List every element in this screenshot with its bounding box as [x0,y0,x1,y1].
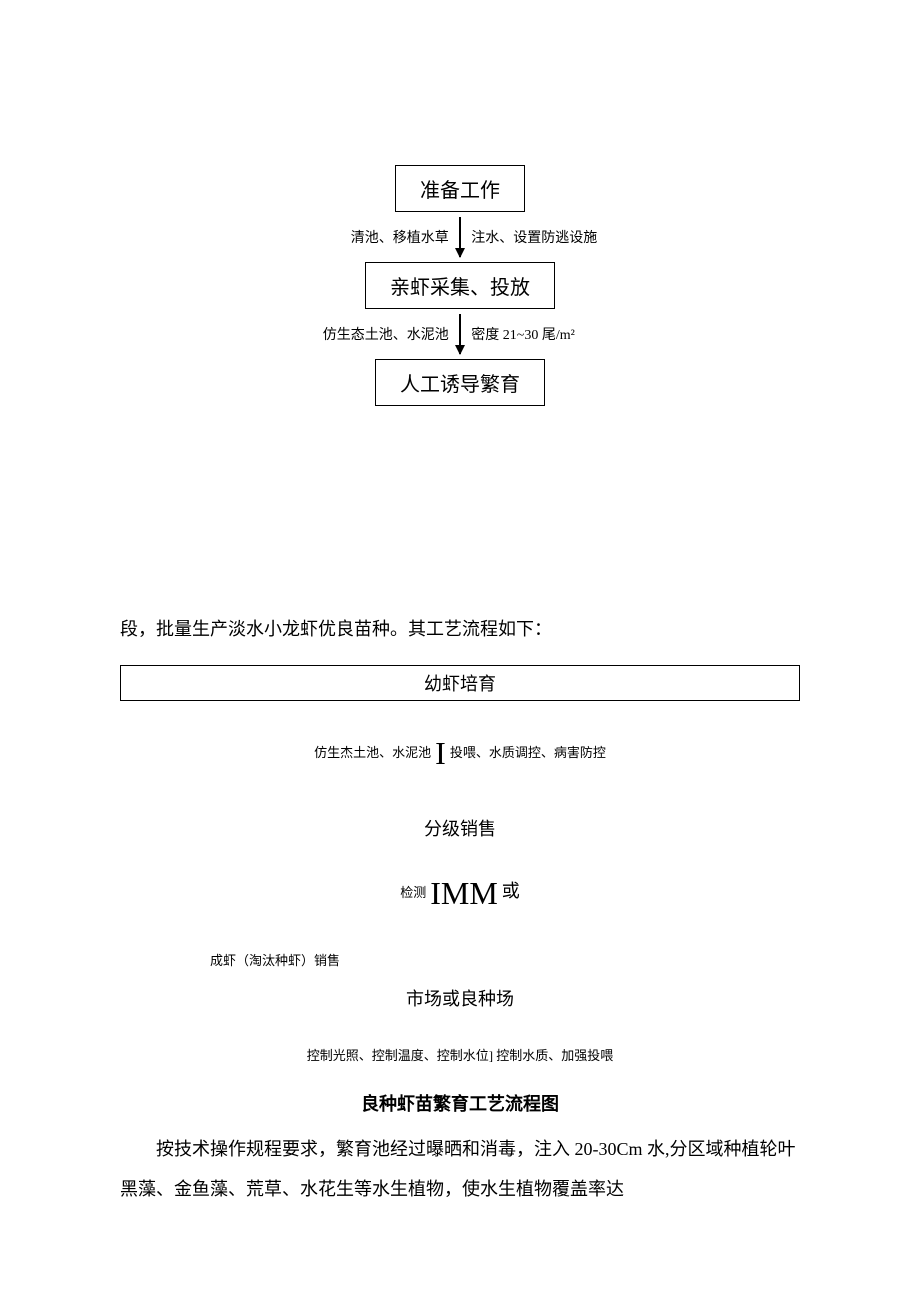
flow-box-collect: 亲虾采集、投放 [365,262,555,309]
flow-arrow-2: 仿生态土池、水泥池 密度 21~30 尾/m² [459,309,461,359]
flow-arrow-1: 清池、移植水草 注水、设置防逃设施 [459,212,461,262]
imm-left: 检测 [400,885,426,900]
paragraph-2: 按技术操作规程要求，繁育池经过曝晒和消毒，注入 20-30Cm 水,分区域种植轮… [120,1130,800,1209]
arrow2-left-label: 仿生态土池、水泥池 [323,324,449,344]
line-control: 控制光照、控制温度、控制水位] 控制水质、加强投喂 [0,1045,920,1064]
imm-right: 或 [502,881,520,901]
flow-box-breed: 人工诱导繁育 [375,359,545,406]
pond-mid: I [435,735,446,771]
flowchart-top: 准备工作 清池、移植水草 注水、设置防逃设施 亲虾采集、投放 仿生态土池、水泥池… [365,165,555,406]
pond-left: 仿生杰土池、水泥池 [314,745,431,760]
section-title: 良种虾苗繁育工艺流程图 [0,1090,920,1116]
arrow-line-2 [459,314,461,354]
arrow1-left-label: 清池、移植水草 [351,227,449,247]
arrow2-right-label: 密度 21~30 尾/m² [471,324,575,344]
line-fenji: 分级销售 [0,815,920,841]
line-market: 市场或良种场 [0,985,920,1011]
arrow-line-1 [459,217,461,257]
line-pond: 仿生杰土池、水泥池 I 投喂、水质调控、病害防控 [0,735,920,772]
pond-right: 投喂、水质调控、病害防控 [450,745,606,760]
line-imm: 检测 IMM 或 [0,875,920,912]
box-youxia: 幼虾培育 [120,665,800,701]
paragraph-1: 段，批量生产淡水小龙虾优良苗种。其工艺流程如下： [120,610,800,650]
imm-mid: IMM [430,875,498,911]
arrow1-right-label: 注水、设置防逃设施 [471,227,597,247]
flow-box-prep: 准备工作 [395,165,525,212]
line-chengxia-sale: 成虾（淘汰种虾）销售 [210,950,340,969]
